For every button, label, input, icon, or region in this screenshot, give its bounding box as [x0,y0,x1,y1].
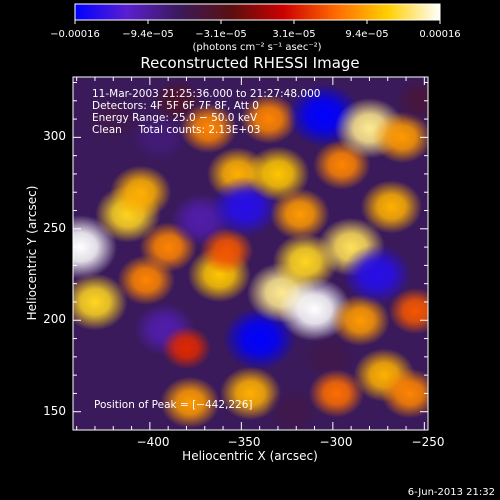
heatmap-blob-positive [219,366,282,421]
heatmap-blob-positive [388,287,428,335]
y-tick-label: 250 [43,221,66,235]
x-tick-label: −250 [412,435,445,449]
x-tick-label: −350 [228,435,261,449]
heatmap-blob-positive [240,94,298,145]
heatmap-blob-positive [360,180,423,234]
heatmap-blob-positive [179,103,238,154]
colorbar-ticks [74,20,441,24]
colorbar-tick-2: −3.1e−05 [195,29,247,40]
y-tick-label: 150 [43,404,66,418]
peak-position-label: Position of Peak = [−442,226] [94,399,253,411]
heatmap-blob-positive [380,368,428,419]
heatmap-blob-negative [302,333,356,381]
heatmap-blob-positive [109,165,172,219]
colorbar-tick-3: 3.1e−05 [272,29,315,40]
y-tick-label: 300 [43,129,66,143]
heatmap-blob-positive [330,294,391,347]
annotation-time: 11-Mar-2003 21:25:36.000 to 21:27:48.000 [92,88,320,100]
plot-area [73,77,428,430]
heatmap-blob-positive [161,326,212,370]
colorbar-tick-5: 0.00016 [419,29,460,40]
colorbar-tick-4: 9.4e−05 [345,29,388,40]
colorbar-tick-0: −0.00016 [50,29,100,40]
colorbar [74,3,441,21]
plot-frame [72,76,429,431]
heatmap-blob-positive [246,146,310,202]
x-tick-label: −300 [320,435,353,449]
x-axis-title: Heliocentric X (arcsec) [182,449,318,463]
chart-title: Reconstructed RHESSI Image [140,54,359,72]
heatmap-blob-positive [308,369,365,418]
annotation-detectors: Detectors: 4F 5F 6F 7F 8F, Att 0 [92,100,259,112]
heatmap-blob-positive [73,273,128,331]
colorbar-tick-1: −9.4e−05 [122,29,174,40]
heatmap-blob-negative [265,388,320,430]
footer-date: 6-Jun-2013 21:32 [408,487,495,498]
y-tick-label: 200 [43,312,66,326]
heatmap-blob-positive [160,376,220,429]
heatmap-blob-positive [199,227,254,275]
y-axis-title: Heliocentric Y (arcsec) [25,186,39,321]
heatmap-blob-negative [394,78,428,124]
heatmap-blob-negative [341,244,412,305]
heatmap-blob-negative [130,112,188,163]
annotation-counts: Clean Total counts: 2.13E+03 [92,124,261,136]
colorbar-unit-label: (photons cm⁻² s⁻¹ asec⁻²) [192,42,321,53]
heatmap-blob-positive [372,111,428,164]
heatmap-blobs [73,78,428,430]
axis-ticks [73,77,428,430]
heatmap-blob-negative [86,95,140,143]
annotation-energy: Energy Range: 25.0 − 50.0 keV [92,112,258,124]
heatmap-blob-positive [270,188,330,241]
x-tick-label: −400 [137,435,170,449]
